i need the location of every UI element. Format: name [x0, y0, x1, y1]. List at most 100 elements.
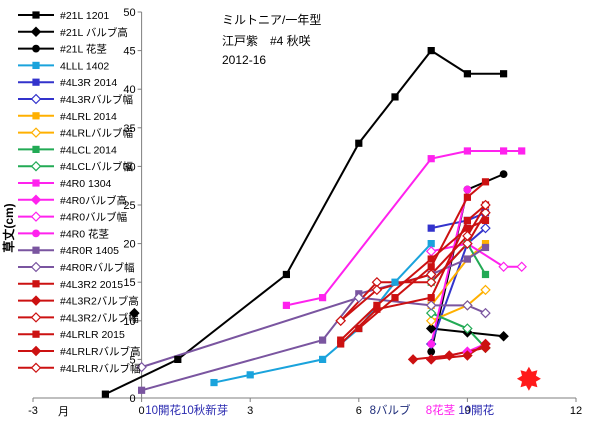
- data-point: [319, 294, 327, 302]
- data-point: [444, 350, 455, 361]
- x-tick-label: 6: [356, 405, 362, 417]
- legend-swatch-marker: [32, 44, 40, 53]
- legend-entry-label: #21L バルブ高: [60, 26, 128, 39]
- data-point: [462, 230, 473, 242]
- data-point: [463, 193, 471, 201]
- legend-entry-label: #4LRLバルブ幅: [60, 127, 133, 140]
- legend-entry-label: #4R0 1304: [60, 178, 112, 190]
- annotation-label: 8花茎: [426, 404, 456, 417]
- data-point: [210, 378, 218, 387]
- data-point: [337, 340, 345, 348]
- legend-entry-label: #4R0Rバルブ幅: [60, 261, 135, 274]
- data-point: [425, 307, 437, 319]
- legend-swatch-marker: [32, 78, 40, 86]
- data-point: [481, 270, 490, 279]
- legend-swatch-marker: [32, 330, 40, 338]
- y-tick-label: 35: [123, 123, 135, 135]
- legend-swatch-marker: [32, 112, 40, 120]
- data-point: [481, 216, 490, 225]
- data-point: [480, 342, 491, 354]
- data-point: [481, 243, 490, 252]
- series-line: [104, 49, 504, 396]
- legend-swatch-marker: [32, 280, 40, 288]
- data-point: [500, 147, 508, 155]
- legend-swatch-marker: [30, 295, 42, 306]
- y-tick-label: 20: [123, 239, 135, 251]
- y-tick-label: 5: [129, 354, 135, 366]
- data-point: [425, 323, 437, 334]
- data-point: [174, 355, 182, 363]
- data-point: [480, 307, 491, 319]
- legend-entry-label: #4R0R 1405: [60, 245, 119, 257]
- data-point: [282, 301, 290, 309]
- legend-entry-label: #4LRL 2014: [60, 111, 117, 123]
- legend-swatch-marker: [32, 229, 40, 238]
- x-tick-label: 9: [464, 405, 470, 417]
- extra-marks: [129, 307, 541, 391]
- legend-entry-label: #4L3R2バルブ幅: [60, 311, 139, 324]
- legend-entry-label: #4LCL 2014: [60, 144, 117, 156]
- legend-swatch-marker: [30, 127, 42, 138]
- data-point: [391, 278, 399, 286]
- data-point: [480, 199, 491, 211]
- legend: #21L 1201 #21L バルブ高 #21L 花茎 4LLL 1402 #4L3R …: [18, 10, 141, 375]
- data-point: [499, 170, 508, 179]
- data-point: [481, 240, 490, 248]
- legend-entry-label: #4L3R2バルブ高: [60, 295, 139, 308]
- data-point: [518, 147, 526, 155]
- axes: 0 5 10 15 20 25 30 35 40 45 50 -3 0 3 6 9 12: [28, 7, 582, 417]
- data-point: [319, 336, 327, 344]
- data-point: [138, 386, 146, 394]
- legend-entry-label: #4LRLRバルブ幅: [60, 362, 141, 375]
- data-point: [319, 355, 327, 363]
- month-annotations: 10開花10秋新芽 8バルブ 8花茎 10開花: [145, 403, 494, 417]
- data-point: [335, 315, 346, 327]
- y-tick-label: 45: [123, 46, 135, 58]
- legend-swatch-marker: [32, 145, 40, 153]
- data-point: [463, 216, 471, 225]
- chart-title-line-1: ミルトニア/一年型: [222, 13, 321, 27]
- data-point: [427, 340, 436, 348]
- chart-title-line-3: 2012-16: [222, 53, 266, 67]
- data-point: [355, 324, 363, 333]
- stray-marker: [129, 307, 140, 319]
- x-tick-label: -3: [28, 405, 38, 417]
- data-point: [136, 361, 147, 373]
- legend-entry-label: #4R0バルブ幅: [60, 211, 127, 224]
- legend-entry-label: #4R0 花茎: [60, 227, 110, 240]
- legend-swatch-marker: [32, 246, 40, 254]
- legend-entry-label: #4LRLR 2015: [60, 329, 125, 341]
- y-tick-label: 25: [123, 200, 135, 212]
- series-markers: [101, 47, 527, 398]
- data-point: [462, 300, 473, 311]
- chart-title-line-2: 江戸紫 #4 秋咲: [222, 33, 311, 48]
- y-tick-label: 40: [123, 84, 135, 96]
- data-point: [498, 261, 509, 273]
- legend-swatch-marker: [32, 179, 40, 187]
- data-point: [425, 300, 437, 311]
- annotation-label: 10開花: [458, 404, 494, 417]
- legend-entry-label: 4LLL 1402: [60, 60, 109, 72]
- data-point: [355, 139, 363, 147]
- legend-entry-label: #4L3R2 2015: [60, 279, 123, 291]
- legend-swatch-marker: [30, 362, 42, 374]
- x-axis-label: 月: [58, 406, 69, 418]
- legend-swatch-marker: [30, 312, 42, 323]
- y-tick-label: 15: [123, 277, 135, 289]
- x-tick-label: 0: [139, 405, 145, 417]
- legend-swatch-marker: [30, 211, 42, 222]
- data-point: [463, 70, 471, 78]
- legend-entry-label: #4LCLバルブ幅: [60, 160, 133, 173]
- data-point: [373, 305, 381, 313]
- series-line: [430, 242, 522, 268]
- data-point: [463, 255, 471, 263]
- data-point: [425, 276, 437, 288]
- legend-swatch-marker: [30, 93, 42, 105]
- y-tick-label: 10: [123, 316, 135, 328]
- data-point: [427, 255, 435, 263]
- data-point: [463, 147, 471, 155]
- legend-swatch-marker: [32, 61, 40, 69]
- legend-entry-label: #21L 1201: [60, 10, 109, 22]
- star-burst-mark: [516, 366, 541, 391]
- data-point: [480, 284, 491, 296]
